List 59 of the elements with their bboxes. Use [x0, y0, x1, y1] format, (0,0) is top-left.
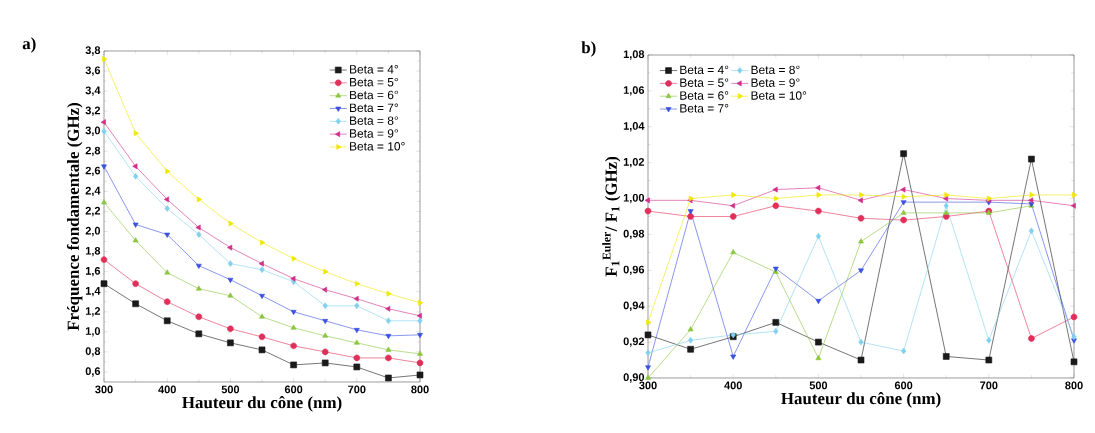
- y-tick-label: 3,6: [85, 66, 101, 76]
- y-tick-label: 1,08: [623, 50, 645, 60]
- x-tick-label: 400: [724, 381, 742, 390]
- legend-label: Beta = 5°: [680, 78, 729, 87]
- y-tick-label: 2,6: [85, 166, 101, 177]
- y-tick-label: 0,96: [623, 265, 645, 275]
- y-tick-label: 2,4: [85, 186, 101, 197]
- x-axis-title: Hauteur du cône (nm): [182, 396, 342, 412]
- y-tick-label: 0,92: [623, 337, 645, 347]
- chart-title: a): [22, 37, 36, 53]
- x-tick-label: 600: [894, 381, 913, 390]
- y-tick-label: 2,8: [85, 146, 101, 156]
- x-tick-label: 700: [980, 381, 998, 390]
- x-tick-label: 300: [95, 385, 113, 394]
- y-tick-label: 0,94: [623, 301, 645, 311]
- y-tick-label: 1,6: [85, 266, 101, 277]
- y-tick-label: 1,4: [85, 287, 101, 297]
- y-tick-label: 1,04: [623, 122, 645, 132]
- y-tick-label: 1,06: [623, 86, 645, 96]
- x-tick-label: 600: [284, 385, 303, 394]
- x-tick-label: 400: [158, 385, 176, 394]
- legend-label: Beta = 4°: [350, 65, 398, 74]
- legend-label: Beta = 4°: [680, 65, 729, 75]
- x-tick-label: 500: [809, 381, 828, 390]
- legend-label: Beta = 6°: [680, 91, 729, 100]
- legend-label: Beta = 5°: [350, 77, 398, 87]
- legend-label: Beta = 8°: [751, 65, 800, 75]
- legend-label: Beta = 10°: [751, 91, 807, 100]
- y-tick-label: 0,90: [623, 373, 645, 383]
- y-tick-label: 3,8: [85, 46, 101, 56]
- x-tick-label: 800: [411, 385, 429, 394]
- chart-title: b): [581, 41, 596, 57]
- legend-label: Beta = 8°: [350, 116, 398, 125]
- x-tick-label: 700: [348, 385, 366, 394]
- x-axis-title: Hauteur du cône (nm): [781, 392, 941, 408]
- y-tick-label: 0,8: [85, 347, 101, 357]
- x-tick-label: 500: [221, 385, 240, 394]
- x-tick-label: 300: [639, 381, 657, 390]
- legend-label: Beta = 10°: [350, 142, 405, 151]
- y-tick-label: 1,00: [623, 193, 645, 204]
- y-tick-label: 0,6: [85, 367, 101, 377]
- y-tick-label: 1,02: [623, 157, 645, 168]
- y-tick-label: 1,0: [85, 327, 101, 337]
- y-tick-label: 2,0: [85, 226, 101, 237]
- y-tick-label: 0,98: [623, 229, 645, 240]
- legend-label: Beta = 7°: [680, 104, 729, 113]
- x-tick-label: 800: [1065, 381, 1083, 390]
- y-tick-label: 1,8: [85, 246, 101, 257]
- y-tick-label: 3,0: [85, 126, 101, 136]
- legend-label: Beta = 7°: [350, 103, 398, 113]
- legend-label: Beta = 9°: [751, 78, 800, 87]
- y-tick-label: 2,2: [85, 206, 101, 217]
- y-axis-title: F$_{1}$$^{Euler}$/ F$_{1}$ (GHz): [602, 156, 621, 277]
- y-tick-label: 1,2: [85, 307, 101, 317]
- y-axis-title: Fréquence fondamentale (GHz): [66, 102, 83, 331]
- y-tick-label: 3,2: [85, 106, 101, 116]
- legend-label: Beta = 6°: [350, 90, 398, 100]
- y-tick-label: 3,4: [85, 86, 101, 96]
- legend-label: Beta = 9°: [350, 129, 398, 138]
